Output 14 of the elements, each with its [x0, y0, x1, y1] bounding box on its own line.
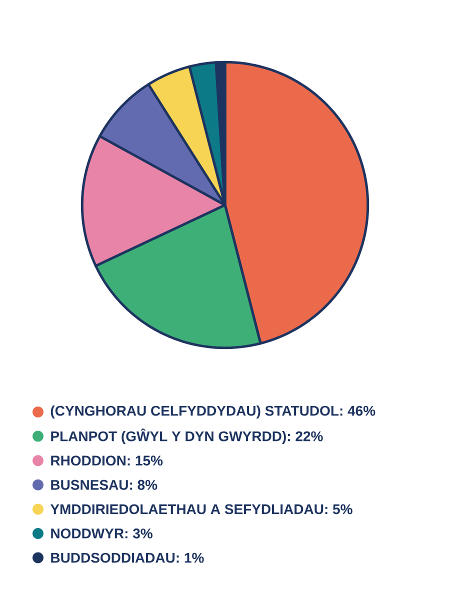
data-label: : 15%: [128, 456, 163, 466]
data-label: : 8%: [130, 480, 158, 490]
legend-label: (CYNGHORAU CELFYDDYDAU) STATUDOL: [50, 405, 339, 419]
legend-label: PLANPOT (GŴYL Y DYN GWYRDD): [51, 428, 286, 444]
data-label: : 3%: [125, 528, 152, 538]
legend-label: YMDDIRIEDOLAETHAU A SEFYDLIADAU: [50, 504, 324, 514]
data-label: : 22%: [288, 431, 323, 442]
legend-label: BUDDSODDIADAU: [51, 552, 175, 563]
legend-label: RHODDION: [51, 456, 126, 466]
legend-label: BUSNESAU: [51, 480, 128, 490]
data-label: : 1%: [176, 552, 204, 563]
legend-label: NODDWYR: [51, 528, 124, 538]
data-label: : 5%: [325, 504, 352, 514]
data-label: : 46%: [340, 406, 376, 416]
